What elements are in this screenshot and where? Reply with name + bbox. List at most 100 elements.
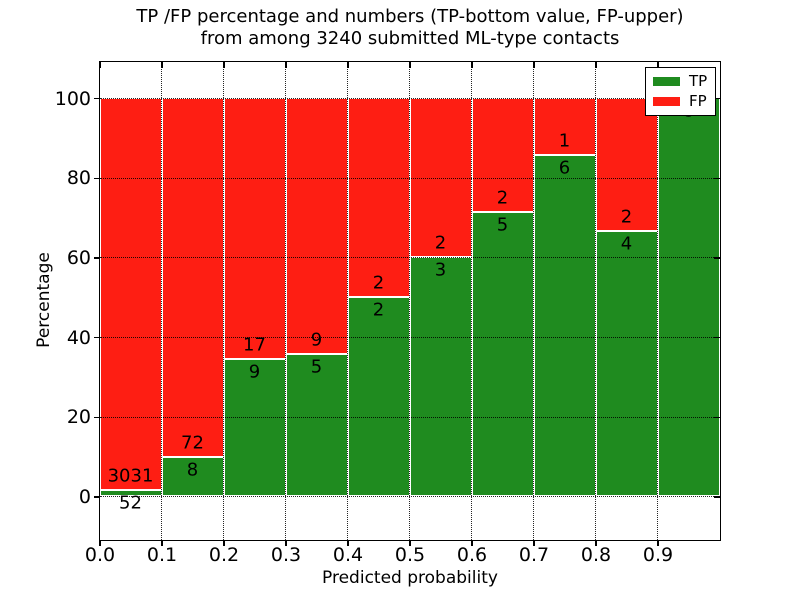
legend-row-tp: TP: [653, 74, 707, 89]
x-tick-mark-top-8: [595, 62, 597, 68]
x-tick-label-9: 0.9: [642, 544, 674, 566]
bar-segment-tp-2: [223, 358, 286, 497]
fp-count-label-5: 2: [434, 232, 447, 254]
bar-segment-tp-9: [657, 98, 720, 497]
bar-segment-fp-2: [223, 98, 286, 359]
bar-segment-fp-4: [347, 98, 410, 298]
x-axis-label: Predicted probability: [322, 568, 498, 588]
y-tick-label-5: 100: [54, 87, 91, 110]
x-tick-label-1: 0.1: [146, 544, 178, 566]
y-tick-mark-right-0: [714, 496, 720, 498]
x-tick-mark-top-0: [99, 62, 101, 68]
y-gridline-0: [99, 496, 720, 498]
y-tick-mark-right-2: [714, 336, 720, 339]
x-tick-mark-top-1: [161, 62, 163, 68]
fp-count-label-0: 3031: [107, 465, 154, 487]
y-tick-mark-left-3: [94, 257, 100, 259]
tp-count-label-1: 8: [186, 459, 199, 481]
bar-segment-tp-5: [409, 257, 472, 497]
x-tick-mark-bottom-9: [657, 540, 659, 546]
x-tick-mark-top-6: [471, 62, 473, 68]
x-tick-label-7: 0.7: [518, 544, 550, 566]
x-gridline-5: [409, 61, 410, 540]
x-tick-mark-top-7: [533, 62, 535, 68]
x-tick-mark-top-5: [409, 62, 411, 68]
x-tick-label-0: 0.0: [84, 544, 116, 566]
x-tick-mark-bottom-3: [285, 540, 287, 546]
fp-count-label-1: 72: [181, 432, 204, 454]
tp-count-label-4: 2: [372, 299, 385, 321]
bar-segment-fp-6: [471, 98, 534, 212]
x-gridline-1: [161, 61, 162, 540]
legend: TP FP: [645, 67, 717, 116]
fp-count-label-4: 2: [372, 272, 385, 294]
y-tick-label-0: 0: [78, 485, 91, 508]
y-tick-mark-right-4: [714, 177, 720, 180]
x-tick-mark-top-4: [347, 62, 349, 68]
legend-label-fp: FP: [689, 92, 707, 110]
x-tick-mark-bottom-0: [99, 540, 101, 546]
x-gridline-3: [285, 61, 286, 540]
y-gridline-3: [99, 257, 720, 259]
x-gridline-2: [223, 61, 224, 540]
tp-count-label-8: 4: [620, 233, 633, 255]
y-gridline-2: [99, 337, 720, 339]
x-gridline-6: [471, 61, 472, 540]
y-gridline-5: [99, 98, 720, 100]
x-tick-label-3: 0.3: [270, 544, 302, 566]
tp-count-label-0: 52: [119, 492, 142, 514]
fp-count-label-7: 1: [558, 130, 571, 152]
y-tick-mark-left-2: [94, 336, 100, 339]
x-tick-mark-bottom-7: [533, 540, 535, 546]
bar-segment-fp-3: [285, 98, 348, 355]
fp-count-label-2: 17: [243, 334, 266, 356]
y-tick-mark-left-0: [94, 496, 100, 498]
bar-segment-tp-4: [347, 297, 410, 497]
bar-segment-fp-1: [161, 98, 224, 457]
y-tick-mark-right-1: [714, 416, 720, 419]
x-tick-label-4: 0.4: [332, 544, 364, 566]
legend-row-fp: FP: [653, 94, 707, 109]
x-tick-label-6: 0.6: [456, 544, 488, 566]
y-tick-mark-right-3: [714, 257, 720, 259]
y-tick-label-3: 60: [66, 246, 91, 269]
x-tick-mark-top-2: [223, 62, 225, 68]
chart-title-line2: from among 3240 submitted ML-type contac…: [200, 28, 620, 49]
tp-count-label-5: 3: [434, 259, 447, 281]
x-tick-mark-bottom-4: [347, 540, 349, 546]
fp-count-label-3: 9: [310, 329, 323, 351]
bar-segment-tp-7: [533, 155, 596, 497]
tp-count-label-6: 5: [496, 214, 509, 236]
y-tick-mark-left-1: [94, 416, 100, 419]
x-gridline-4: [347, 61, 348, 540]
y-tick-mark-right-5: [714, 97, 720, 100]
bar-segment-tp-6: [471, 211, 534, 497]
y-tick-label-4: 80: [66, 167, 91, 190]
bar-segment-fp-0: [99, 98, 162, 490]
plot-area: 3031527281799522232516248: [98, 60, 721, 541]
tp-count-label-2: 9: [248, 361, 261, 383]
x-tick-label-2: 0.2: [208, 544, 240, 566]
x-tick-mark-bottom-1: [161, 540, 163, 546]
x-tick-mark-bottom-6: [471, 540, 473, 546]
y-tick-label-2: 40: [66, 326, 91, 349]
y-gridline-4: [99, 177, 720, 179]
legend-label-tp: TP: [689, 72, 708, 90]
tp-count-label-3: 5: [310, 356, 323, 378]
y-tick-label-1: 20: [66, 406, 91, 429]
x-tick-mark-bottom-5: [409, 540, 411, 546]
y-gridline-1: [99, 416, 720, 418]
x-tick-mark-bottom-2: [223, 540, 225, 546]
x-tick-mark-top-3: [285, 62, 287, 68]
x-gridline-7: [533, 61, 534, 540]
x-tick-mark-bottom-8: [595, 540, 597, 546]
fp-count-label-6: 2: [496, 187, 509, 209]
x-tick-label-8: 0.8: [580, 544, 612, 566]
bar-segment-fp-8: [595, 98, 658, 231]
y-tick-mark-left-5: [94, 97, 100, 100]
x-gridline-9: [657, 61, 658, 540]
x-gridline-8: [595, 61, 596, 540]
y-tick-mark-left-4: [94, 177, 100, 180]
bar-segment-tp-8: [595, 230, 658, 497]
